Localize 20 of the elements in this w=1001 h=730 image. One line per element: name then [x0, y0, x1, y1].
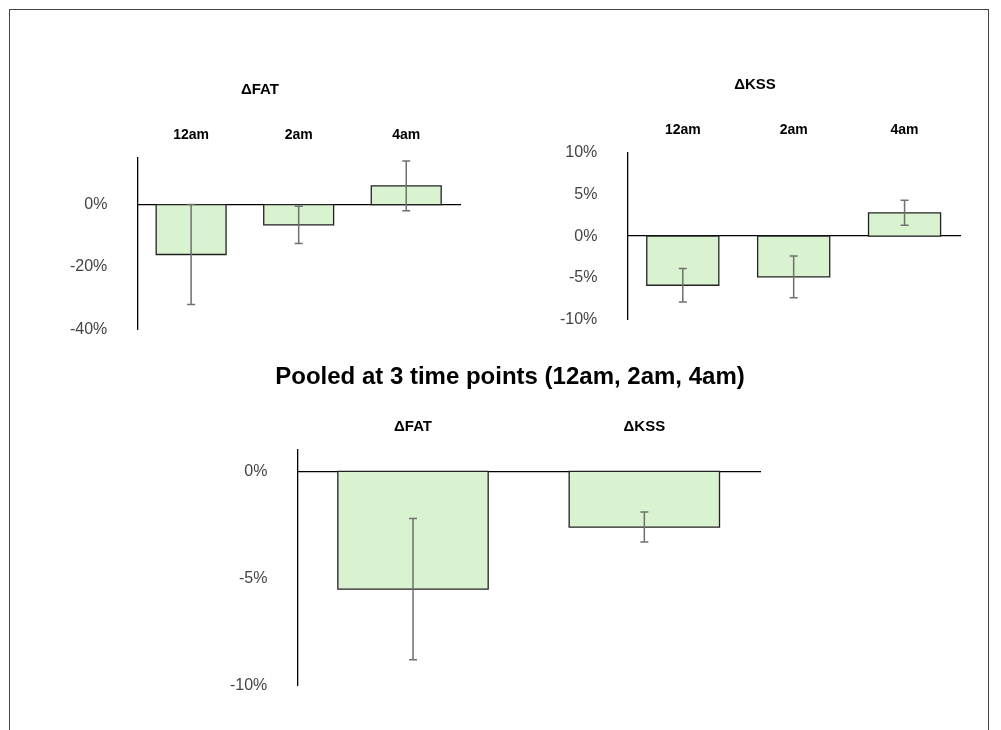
chart-title: ΔKSS [733, 75, 777, 92]
x-tick-label: 12am [173, 126, 210, 143]
y-tick-label: -20% [69, 257, 108, 275]
chart-title: Pooled at 3 time points (12am, 2am, 4am) [274, 362, 746, 390]
x-tick-label: 4am [890, 121, 919, 138]
y-tick-label: 0% [244, 461, 268, 479]
y-tick-label: -40% [69, 319, 108, 337]
y-tick-label: 10% [565, 143, 598, 161]
y-tick-label: -10% [229, 675, 268, 693]
x-tick-label: 12am [664, 121, 701, 138]
y-tick-label: 0% [574, 226, 598, 244]
y-tick-label: -5% [238, 568, 268, 586]
y-tick-label: 5% [574, 184, 598, 202]
y-tick-label: -5% [568, 268, 598, 286]
x-tick-label: 4am [392, 126, 421, 143]
x-tick-label: 2am [284, 126, 313, 143]
y-tick-label: 0% [84, 195, 108, 213]
y-tick-label: -10% [559, 309, 598, 327]
chart-title: ΔFAT [240, 80, 280, 97]
x-tick-label: 2am [779, 121, 808, 138]
